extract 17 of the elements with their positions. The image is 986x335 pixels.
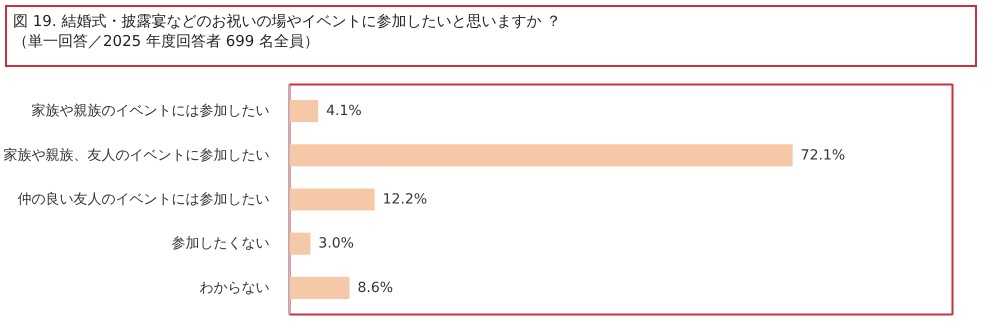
bar — [290, 232, 310, 255]
bar — [290, 188, 375, 211]
y-tick-label: 家族や親族のイベントには参加したい — [32, 103, 270, 120]
y-tick-label: 家族や親族、友人のイベントに参加したい — [4, 147, 270, 164]
data-label: 12.2% — [382, 192, 428, 208]
bar — [290, 276, 350, 300]
data-label: 4.1% — [326, 103, 362, 120]
data-label: 8.6% — [358, 280, 394, 296]
data-label: 72.1% — [800, 147, 846, 164]
bar — [290, 100, 318, 122]
y-tick-label: 参加したくない — [172, 236, 270, 252]
y-tick-label: わからない — [200, 280, 270, 296]
data-label: 3.0% — [318, 236, 354, 252]
text: （単一回答／2025 年度回答者 699 名全員） — [13, 31, 320, 52]
y-tick-label: 仲の良い友人のイベントには参加したい — [18, 192, 270, 208]
bar — [290, 144, 793, 166]
chart-title: 図 19. 結婚式・披露宴などのお祝いの場やイベントに参加したいと思いますか ？ — [13, 11, 562, 32]
